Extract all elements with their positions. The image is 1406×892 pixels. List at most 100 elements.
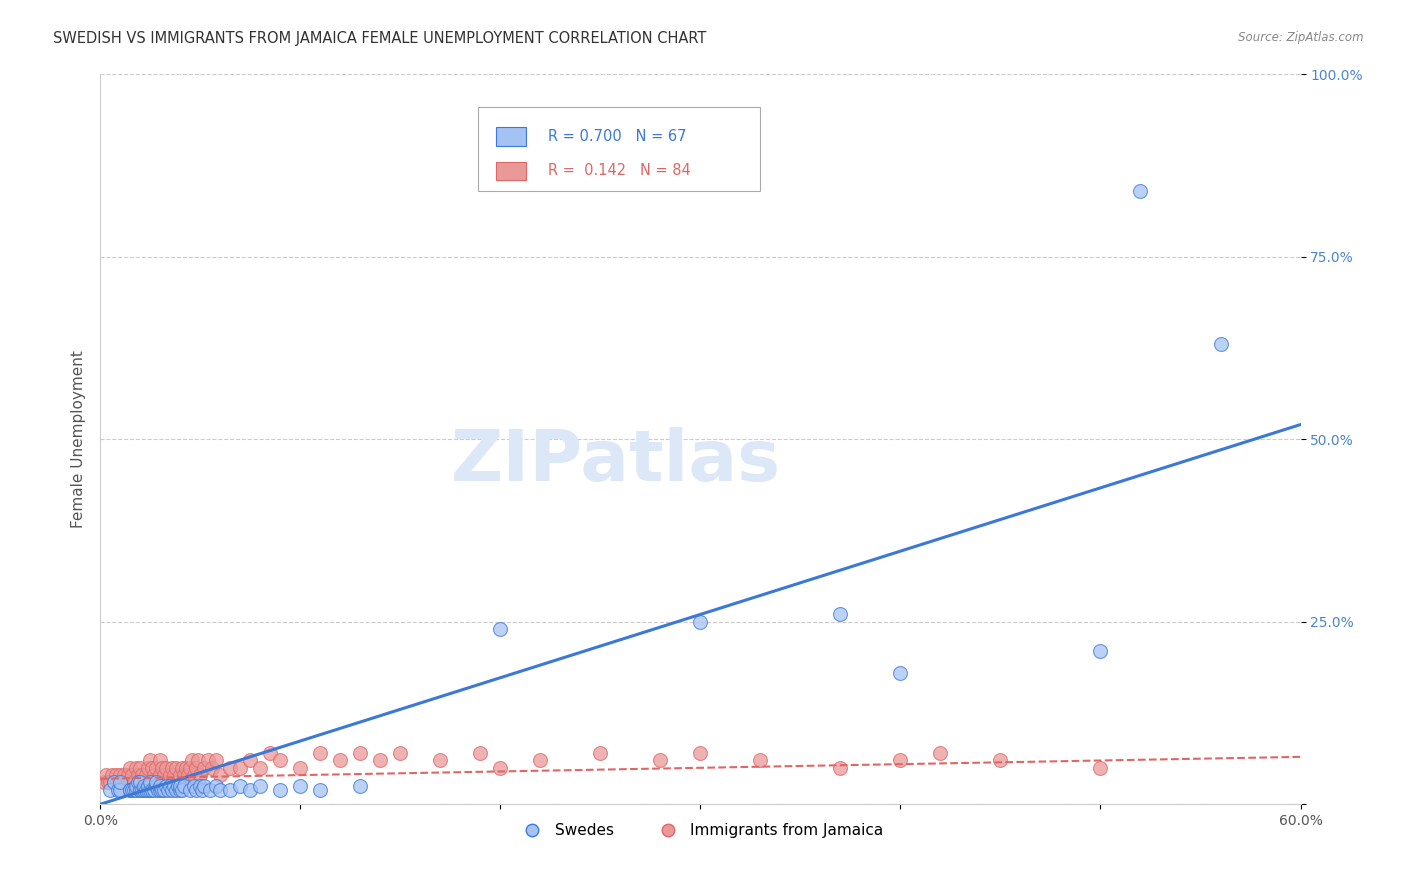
Point xyxy=(429,754,451,768)
Point xyxy=(165,782,187,797)
Point xyxy=(183,779,205,793)
Point xyxy=(249,761,271,775)
Point xyxy=(155,761,177,775)
FancyBboxPatch shape xyxy=(496,161,526,180)
Point xyxy=(149,768,172,782)
Point xyxy=(169,768,191,782)
Point xyxy=(108,768,131,782)
Point xyxy=(149,754,172,768)
Point xyxy=(489,761,512,775)
Point xyxy=(141,782,163,797)
Point xyxy=(197,754,219,768)
Point xyxy=(129,782,152,797)
Point xyxy=(163,768,186,782)
Point xyxy=(136,782,159,797)
Point xyxy=(136,761,159,775)
Point xyxy=(139,775,162,789)
Point xyxy=(830,607,852,622)
Point xyxy=(139,775,162,789)
Point xyxy=(157,782,180,797)
Point xyxy=(529,754,551,768)
Point xyxy=(139,754,162,768)
Point xyxy=(155,779,177,793)
Point xyxy=(153,782,176,797)
Point xyxy=(163,779,186,793)
Point xyxy=(689,615,711,629)
Point xyxy=(107,782,129,797)
Point xyxy=(145,761,167,775)
Point xyxy=(1090,761,1112,775)
Point xyxy=(143,782,166,797)
Point xyxy=(186,782,208,797)
Point xyxy=(94,768,117,782)
Point xyxy=(150,782,173,797)
Point xyxy=(219,782,242,797)
Point xyxy=(229,761,252,775)
Point xyxy=(108,775,131,789)
Point xyxy=(103,775,125,789)
Point xyxy=(169,782,191,797)
Point xyxy=(259,746,281,760)
Point xyxy=(329,754,352,768)
Point xyxy=(134,779,156,793)
Point xyxy=(167,775,190,789)
Point xyxy=(134,782,156,797)
Point xyxy=(181,754,204,768)
Point xyxy=(929,746,952,760)
Point xyxy=(990,754,1012,768)
Y-axis label: Female Unemployment: Female Unemployment xyxy=(72,351,86,528)
Point xyxy=(107,775,129,789)
Text: R = 0.700   N = 67: R = 0.700 N = 67 xyxy=(548,129,686,144)
Point xyxy=(145,775,167,789)
Point xyxy=(174,761,197,775)
Point xyxy=(650,754,672,768)
Point xyxy=(120,782,142,797)
Point xyxy=(269,754,291,768)
Point xyxy=(125,761,148,775)
Point xyxy=(749,754,772,768)
Point xyxy=(188,779,211,793)
Point xyxy=(146,775,169,789)
Point xyxy=(117,768,139,782)
Text: R =  0.142   N = 84: R = 0.142 N = 84 xyxy=(548,163,690,178)
Point xyxy=(115,775,138,789)
Point xyxy=(1090,644,1112,658)
Point xyxy=(98,775,121,789)
Point xyxy=(169,779,191,793)
Point xyxy=(120,782,142,797)
Point xyxy=(179,782,201,797)
Point xyxy=(125,779,148,793)
Point xyxy=(689,746,711,760)
Point xyxy=(135,782,157,797)
Point xyxy=(349,746,371,760)
Point xyxy=(134,775,156,789)
Point xyxy=(489,622,512,636)
Point xyxy=(160,782,183,797)
Point xyxy=(146,782,169,797)
Point xyxy=(103,775,125,789)
Point xyxy=(127,768,149,782)
Point xyxy=(183,768,205,782)
Point xyxy=(97,775,120,789)
Point xyxy=(160,761,183,775)
Point xyxy=(165,761,187,775)
Point xyxy=(149,779,172,793)
Point xyxy=(193,779,215,793)
Point xyxy=(143,768,166,782)
Point xyxy=(205,754,228,768)
Point xyxy=(229,779,252,793)
Point xyxy=(309,746,332,760)
Point xyxy=(131,768,153,782)
Point xyxy=(131,782,153,797)
Point xyxy=(121,768,143,782)
Point xyxy=(198,782,221,797)
Point xyxy=(167,779,190,793)
Point xyxy=(122,782,145,797)
Point xyxy=(177,768,200,782)
Point xyxy=(186,761,208,775)
Point xyxy=(239,782,262,797)
Point xyxy=(93,775,115,789)
Point xyxy=(219,761,242,775)
Point xyxy=(889,754,911,768)
Point xyxy=(129,775,152,789)
